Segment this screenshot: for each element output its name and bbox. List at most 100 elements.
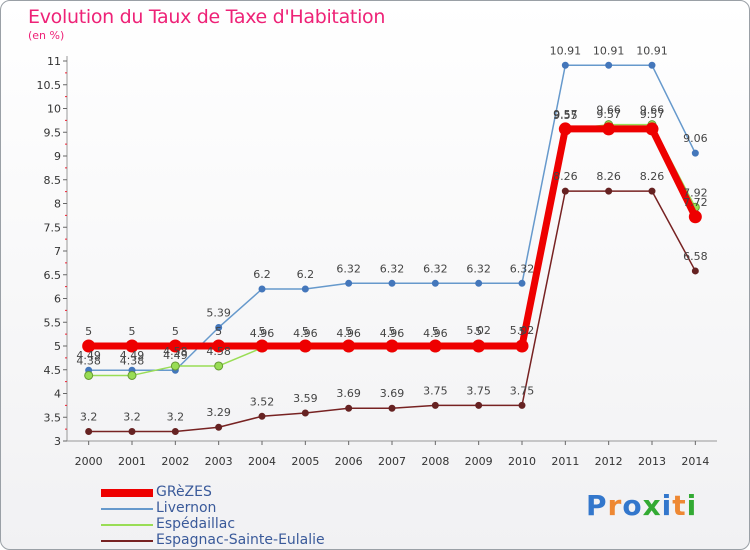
y-tick-label: 11 [47,55,61,68]
data-point [214,361,224,371]
data-label: 5 [389,325,396,338]
data-label: 5.02 [466,324,491,337]
data-label: 6.32 [423,262,448,275]
y-tick-label: 10 [47,103,61,116]
chart-legend: GRèZES Livernon Espédaillac Espagnac-Sai… [101,484,361,549]
data-point [258,412,266,420]
data-label: 4.49 [120,349,145,362]
data-label: 8.26 [640,170,665,183]
data-point [645,122,659,136]
data-label: 3.2 [123,411,141,424]
data-label: 3.2 [167,411,185,424]
x-tick-label: 2013 [638,455,666,468]
data-label: 10.91 [550,44,582,57]
data-label: 3.75 [466,384,491,397]
data-label: 6.32 [510,262,535,275]
y-tick-label: 8 [54,198,61,211]
legend-item-espedaillac[interactable]: Espédaillac [101,516,361,533]
x-tick-label: 2003 [205,455,233,468]
data-label: 4.96 [336,327,361,340]
x-tick-label: 2000 [75,455,103,468]
data-point [301,285,309,293]
y-tick-label: 9.5 [44,126,62,139]
data-label: 6.2 [253,268,271,281]
data-point [428,339,442,353]
data-point [648,187,656,195]
data-point [168,339,182,353]
data-label: 6.2 [297,268,315,281]
data-point [605,61,613,69]
data-point [515,339,529,353]
data-label: 4.96 [250,327,275,340]
data-point [688,210,702,224]
data-label: 3.75 [510,384,535,397]
data-label: 9.57 [596,108,621,121]
data-label: 9.55 [553,109,578,122]
data-label: 10.91 [593,44,625,57]
y-tick-label: 7.5 [44,221,62,234]
x-tick-label: 2004 [248,455,276,468]
x-tick-label: 2007 [378,455,406,468]
data-point [518,279,526,287]
y-tick-label: 6.5 [44,269,62,282]
data-point [215,323,223,331]
data-label: 4.58 [206,345,231,358]
data-label: 5 [259,325,266,338]
legend-item-espagnac[interactable]: Espagnac-Sainte-Eulalie [101,532,361,549]
data-label: 4.38 [76,354,101,367]
data-label: 3.52 [250,395,275,408]
data-point [171,428,179,435]
data-point [385,339,399,353]
data-label: 3.75 [423,384,448,397]
y-tick-label: 3 [54,435,61,448]
data-label: 4.58 [163,345,188,358]
legend-swatch-espedaillac [101,524,153,526]
data-label: 6.32 [336,262,361,275]
data-label: 4.96 [380,327,405,340]
logo-letter: x [642,489,662,522]
data-label: 4.38 [120,354,145,367]
data-label: 6.58 [683,250,708,263]
legend-item-grezes[interactable]: GRèZES [101,484,361,501]
y-tick-label: 10.5 [37,79,62,92]
logo-letter: P [586,489,608,522]
data-label: 5 [85,325,92,338]
data-label: 4.96 [293,327,318,340]
x-tick-label: 2014 [681,455,709,468]
logo-letter: o [622,489,643,522]
legend-item-livernon[interactable]: Livernon [101,500,361,517]
data-point [602,122,616,136]
data-point [472,339,486,353]
data-point [431,401,439,409]
x-tick-label: 2002 [161,455,189,468]
y-tick-label: 9 [54,150,61,163]
data-point [125,339,139,353]
data-point [388,279,396,287]
series-line-0 [88,125,699,350]
data-point [431,279,439,287]
data-point [258,285,266,293]
data-label: 9.66 [596,104,621,117]
data-point [215,423,223,431]
x-tick-label: 2010 [508,455,536,468]
y-tick-label: 3.5 [44,411,62,424]
data-label: 8.26 [596,170,621,183]
x-tick-label: 2001 [118,455,146,468]
logo-letter: t [672,489,687,522]
y-tick-label: 5 [54,340,61,353]
data-point [605,187,613,195]
data-label: 5 [475,325,482,338]
data-point [298,339,312,353]
data-point [127,370,137,380]
data-label: 6.32 [466,262,491,275]
x-tick-label: 2009 [465,455,493,468]
data-label: 7.92 [683,186,708,199]
data-point [388,404,396,412]
y-tick-label: 5.5 [44,316,62,329]
data-label: 3.69 [380,387,405,400]
data-label: 5.39 [206,306,231,319]
data-point [561,187,569,195]
data-label: 5 [302,325,309,338]
data-point [691,267,699,275]
